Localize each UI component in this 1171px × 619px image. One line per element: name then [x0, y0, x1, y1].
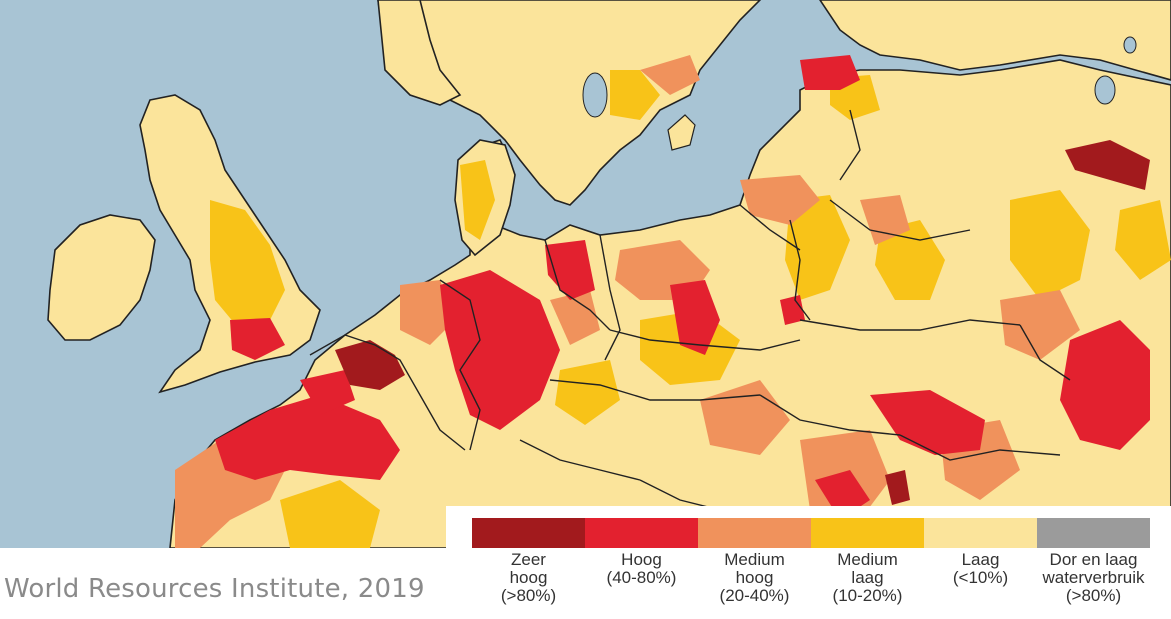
legend-labels: Zeer hoog (>80%) Hoog (40-80%) Medium hoog… — [472, 551, 1150, 605]
legend: Zeer hoog (>80%) Hoog (40-80%) Medium hoog… — [446, 506, 1171, 619]
legend-label: Laag (<10%) — [952, 550, 1009, 587]
zone-high — [215, 55, 1150, 520]
zone-medium-low — [210, 70, 1171, 548]
legend-label: Hoog (40-80%) — [606, 550, 677, 587]
legend-label: Medium laag (10-20%) — [832, 550, 903, 605]
legend-swatch — [811, 518, 924, 548]
legend-swatch — [924, 518, 1037, 548]
legend-swatch — [585, 518, 698, 548]
legend-swatch — [698, 518, 811, 548]
legend-label: Dor en laag waterverbruik (>80%) — [1042, 550, 1145, 605]
land-norway-sw — [377, 0, 462, 106]
legend-label: Medium hoog (20-40%) — [719, 550, 790, 605]
source-credit: World Resources Institute, 2019 — [4, 574, 425, 604]
water-stress-map — [0, 0, 1171, 548]
land-finland — [819, 0, 1171, 81]
legend-swatch — [1037, 518, 1150, 548]
land-ireland — [47, 214, 156, 341]
legend-swatch — [472, 518, 585, 548]
legend-color-bar — [472, 518, 1150, 548]
land-island-gotland — [667, 114, 696, 151]
country-borders — [309, 109, 1071, 511]
legend-label: Zeer hoog (>80%) — [500, 550, 557, 605]
lakes — [582, 36, 1137, 118]
